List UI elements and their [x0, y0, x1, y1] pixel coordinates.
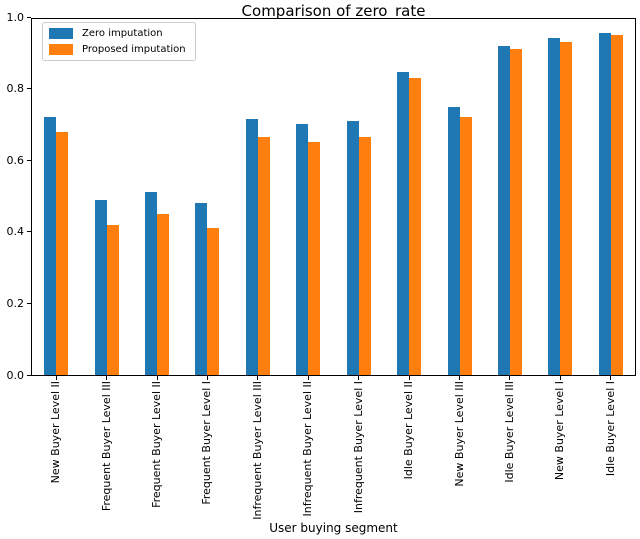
- plot-area: [31, 18, 636, 376]
- bar-proposed-imputation: [207, 228, 220, 375]
- bar-zero-imputation: [145, 192, 158, 375]
- x-tick-mark: [307, 376, 309, 380]
- legend-item-zero-imputation: Zero imputation: [49, 27, 186, 40]
- x-tick-label: Idle Buyer Level I: [603, 381, 617, 477]
- bar-proposed-imputation: [509, 49, 522, 375]
- x-tick-mark: [55, 376, 57, 380]
- legend: Zero imputation Proposed imputation: [42, 22, 196, 61]
- x-tick-mark: [206, 376, 208, 380]
- legend-swatch-zero-imputation: [49, 28, 73, 39]
- bar-zero-imputation: [447, 106, 460, 375]
- y-tick-label: 0.4: [6, 225, 25, 239]
- x-tick-mark: [106, 376, 108, 380]
- bar-proposed-imputation: [106, 224, 119, 375]
- bar-zero-imputation: [195, 203, 208, 375]
- bar-proposed-imputation: [459, 117, 472, 375]
- bar-zero-imputation: [44, 117, 57, 375]
- bar-proposed-imputation: [610, 34, 623, 375]
- x-tick-label: New Buyer Level III: [452, 381, 466, 487]
- y-tick-label: 0.8: [6, 82, 25, 96]
- bar-zero-imputation: [94, 199, 107, 375]
- x-axis-label: User buying segment: [269, 521, 398, 535]
- y-tick-label: 0.2: [6, 296, 25, 310]
- x-tick-label: Idle Buyer Level II: [402, 381, 416, 480]
- legend-item-proposed-imputation: Proposed imputation: [49, 43, 186, 56]
- chart-title: Comparison of zero_rate: [241, 2, 426, 20]
- x-tick-label: New Buyer Level II: [49, 381, 63, 484]
- bar-zero-imputation: [245, 119, 258, 375]
- x-tick-mark: [257, 376, 259, 380]
- bar-proposed-imputation: [358, 136, 371, 375]
- x-tick-label: Infrequent Buyer Level I: [351, 381, 365, 514]
- x-tick-mark: [459, 376, 461, 380]
- x-tick-label: New Buyer Level I: [553, 381, 567, 481]
- legend-label-proposed-imputation: Proposed imputation: [82, 43, 186, 55]
- x-tick-label: Idle Buyer Level III: [502, 381, 516, 483]
- x-tick-mark: [156, 376, 158, 380]
- bar-proposed-imputation: [560, 42, 573, 375]
- x-tick-label: Infrequent Buyer Level III: [250, 381, 264, 520]
- y-tick-mark: [27, 88, 31, 90]
- x-tick-mark: [610, 376, 612, 380]
- bar-zero-imputation: [598, 33, 611, 375]
- bar-proposed-imputation: [257, 136, 270, 375]
- bar-proposed-imputation: [308, 142, 321, 375]
- bar-zero-imputation: [497, 45, 510, 375]
- bar-proposed-imputation: [409, 77, 422, 375]
- x-tick-mark: [509, 376, 511, 380]
- y-tick-mark: [27, 231, 31, 233]
- y-tick-mark: [27, 302, 31, 304]
- x-tick-label: Frequent Buyer Level II: [150, 381, 164, 508]
- y-tick-mark: [27, 16, 31, 18]
- bar-zero-imputation: [296, 124, 309, 375]
- y-tick-label: 1.0: [6, 10, 25, 24]
- legend-label-zero-imputation: Zero imputation: [82, 27, 163, 39]
- x-tick-label: Frequent Buyer Level I: [200, 381, 214, 505]
- x-tick-mark: [559, 376, 561, 380]
- y-tick-label: 0.0: [6, 368, 25, 382]
- y-tick-mark: [27, 159, 31, 161]
- y-tick-mark: [27, 374, 31, 376]
- bar-proposed-imputation: [56, 131, 69, 375]
- x-tick-label: Frequent Buyer Level III: [99, 381, 113, 512]
- legend-swatch-proposed-imputation: [49, 44, 73, 55]
- bar-zero-imputation: [548, 38, 561, 375]
- x-tick-mark: [408, 376, 410, 380]
- bar-zero-imputation: [346, 120, 359, 375]
- bar-zero-imputation: [397, 72, 410, 375]
- bar-proposed-imputation: [157, 213, 170, 375]
- x-tick-mark: [358, 376, 360, 380]
- x-tick-label: Infrequent Buyer Level II: [301, 381, 315, 517]
- y-tick-label: 0.6: [6, 153, 25, 167]
